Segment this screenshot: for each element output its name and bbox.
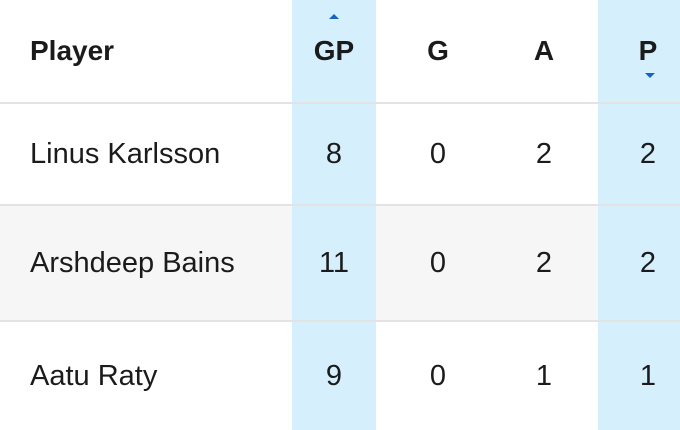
player-name[interactable]: Aatu Raty — [30, 359, 158, 392]
games-played: 9 — [325, 359, 343, 392]
assists: 1 — [535, 359, 553, 392]
games-played: 11 — [318, 246, 350, 279]
assists: 2 — [535, 246, 553, 279]
gp-column-highlight — [292, 0, 376, 430]
p-column-highlight — [598, 0, 680, 430]
table-row[interactable]: Aatu Raty 9 0 1 1 — [0, 322, 680, 430]
header-player[interactable]: Player — [30, 35, 115, 66]
row-stripe — [0, 206, 292, 320]
player-name[interactable]: Arshdeep Bains — [30, 246, 235, 279]
header-p[interactable]: P — [638, 35, 658, 66]
goals: 0 — [429, 246, 447, 279]
table-header-row: Player GP G A P — [0, 0, 680, 104]
table-row[interactable]: Arshdeep Bains 11 0 2 2 — [0, 206, 680, 322]
row-stripe — [376, 206, 598, 320]
points: 1 — [639, 359, 657, 392]
header-a[interactable]: A — [533, 35, 555, 66]
player-name[interactable]: Linus Karlsson — [30, 137, 221, 170]
header-g[interactable]: G — [427, 35, 449, 66]
goals: 0 — [429, 137, 447, 170]
points: 2 — [639, 246, 657, 279]
games-played: 8 — [325, 137, 343, 170]
caret-down-icon — [645, 73, 655, 78]
assists: 2 — [535, 137, 553, 170]
header-gp[interactable]: GP — [313, 35, 355, 66]
table-row[interactable]: Linus Karlsson 8 0 2 2 — [0, 104, 680, 206]
caret-up-icon — [329, 14, 339, 19]
goals: 0 — [429, 359, 447, 392]
points: 2 — [639, 137, 657, 170]
